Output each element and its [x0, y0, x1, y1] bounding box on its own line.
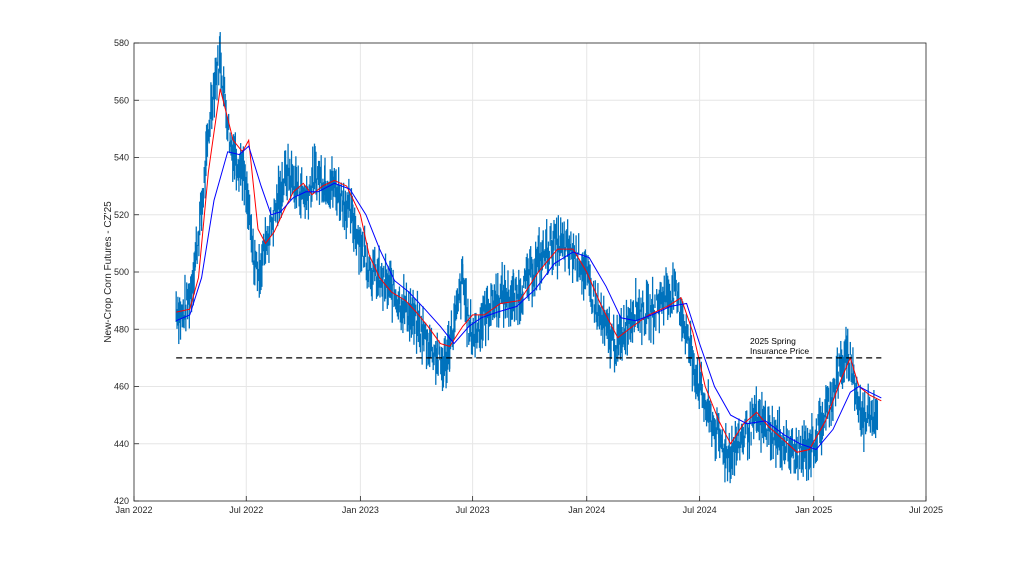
y-tick-label: 440 [114, 439, 129, 449]
x-tick-label: Jan 2025 [795, 505, 832, 515]
x-tick-labels: Jan 2022 Jul 2022 Jan 2023 Jul 2023 Jan 2024… [115, 505, 943, 515]
y-tick-label: 480 [114, 324, 129, 334]
y-tick-label: 540 [114, 153, 129, 163]
x-tick-label: Jan 2024 [568, 505, 605, 515]
x-tick-label: Jan 2023 [342, 505, 379, 515]
reference-line-annotation: Insurance Price [750, 346, 809, 356]
y-tick-label: 420 [114, 496, 129, 506]
axes-frame [133, 42, 927, 502]
x-tick-label: Jul 2024 [683, 505, 717, 515]
y-tick-label: 500 [114, 267, 129, 277]
axes-box [133, 42, 927, 502]
y-tick-label: 460 [114, 382, 129, 392]
x-tick-label: Jan 2022 [115, 505, 152, 515]
x-tick-label: Jul 2022 [229, 505, 263, 515]
moving-average-fast-line [176, 88, 882, 453]
y-tick-labels: 420 440 460 480 500 520 540 560 580 [114, 38, 129, 506]
moving-average-slow-line [176, 145, 882, 451]
y-tick-label: 560 [114, 95, 129, 105]
reference-line-annotation: 2025 Spring [750, 336, 796, 346]
y-tick-label: 520 [114, 210, 129, 220]
y-axis-label: New-Crop Corn Futures - CZ'25 [103, 201, 114, 343]
y-tick-label: 580 [114, 38, 129, 48]
x-tick-label: Jul 2023 [456, 505, 490, 515]
moving-average-lines [176, 88, 882, 453]
x-tick-label: Jul 2025 [909, 505, 943, 515]
